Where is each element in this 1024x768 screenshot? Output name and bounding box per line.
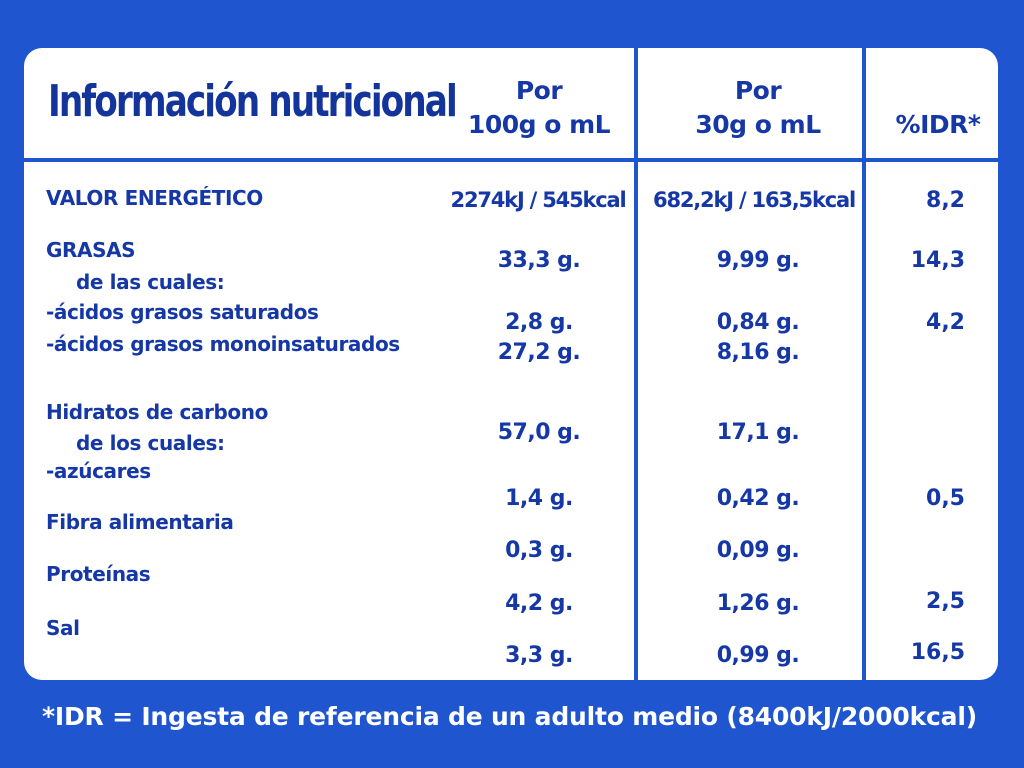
column-header-per-30g: Por 30g o mL	[654, 74, 862, 142]
label-carbohydrates-sub: de los cuales:	[76, 431, 225, 455]
fat-idr: 14,3	[910, 248, 965, 273]
sugars-per-30g: 0,42 g.	[716, 486, 800, 511]
idr-footnote: *IDR = Ingesta de referencia de un adult…	[42, 702, 977, 731]
salt-idr: 16,5	[910, 640, 965, 665]
label-saturated-fat: -ácidos grasos saturados	[46, 300, 319, 324]
label-monounsaturated-fat: -ácidos grasos monoinsaturados	[46, 332, 400, 356]
carbohydrates-per-100g: 57,0 g.	[497, 420, 581, 445]
label-energy: VALOR ENERGÉTICO	[46, 186, 263, 210]
salt-per-100g: 3,3 g.	[505, 643, 573, 668]
label-carbohydrates: Hidratos de carbono	[46, 400, 268, 424]
fiber-per-100g: 0,3 g.	[505, 538, 573, 563]
column-header-idr: %IDR*	[895, 110, 981, 139]
label-salt: Sal	[46, 616, 80, 640]
carbohydrates-per-30g: 17,1 g.	[716, 420, 800, 445]
column-divider	[634, 48, 638, 680]
column-header-line: Por	[515, 76, 563, 105]
column-divider	[862, 48, 866, 680]
sugars-per-100g: 1,4 g.	[505, 486, 573, 511]
label-fat-sub: de las cuales:	[76, 270, 225, 294]
table-title: Información nutricional	[48, 76, 458, 127]
column-header-line: 30g o mL	[695, 110, 821, 139]
label-sugars: -azúcares	[46, 459, 151, 483]
sugars-idr: 0,5	[926, 486, 965, 511]
energy-idr: 8,2	[926, 188, 965, 213]
protein-idr: 2,5	[926, 589, 965, 614]
protein-per-100g: 4,2 g.	[505, 591, 573, 616]
monounsaturated-per-30g: 8,16 g.	[716, 340, 800, 365]
label-fiber: Fibra alimentaria	[46, 510, 234, 534]
energy-per-30g: 682,2kJ / 163,5kcal	[653, 188, 856, 212]
nutrition-table: Información nutricional Por 100g o mL Po…	[24, 48, 998, 680]
monounsaturated-per-100g: 27,2 g.	[497, 340, 581, 365]
saturated-idr: 4,2	[926, 310, 965, 335]
saturated-per-30g: 0,84 g.	[716, 310, 800, 335]
protein-per-30g: 1,26 g.	[716, 591, 800, 616]
label-fat: GRASAS	[46, 238, 136, 262]
label-protein: Proteínas	[46, 562, 151, 586]
column-header-line: 100g o mL	[467, 110, 611, 139]
header-divider	[24, 158, 998, 162]
column-header-per-100g: Por 100g o mL	[454, 74, 624, 142]
saturated-per-100g: 2,8 g.	[505, 310, 573, 335]
salt-per-30g: 0,99 g.	[716, 643, 800, 668]
fiber-per-30g: 0,09 g.	[716, 538, 800, 563]
fat-per-30g: 9,99 g.	[716, 248, 800, 273]
fat-per-100g: 33,3 g.	[497, 248, 581, 273]
energy-per-100g: 2274kJ / 545kcal	[450, 188, 627, 212]
column-header-line: Por	[734, 76, 782, 105]
